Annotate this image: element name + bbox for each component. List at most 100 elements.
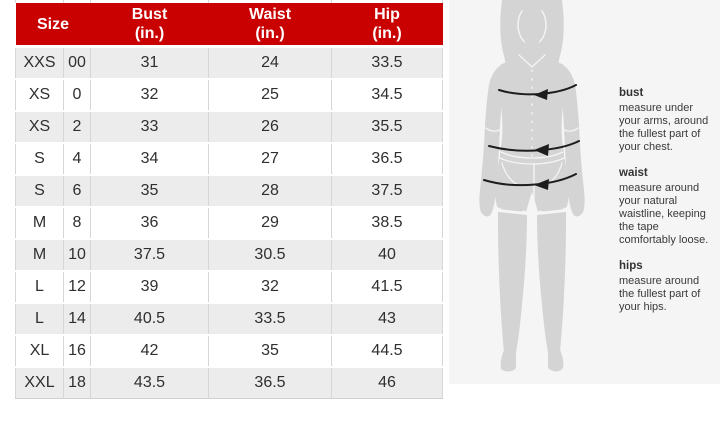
size-number: 00	[63, 46, 91, 80]
sliver-cell	[208, 0, 332, 3]
hip-value: 44.5	[331, 335, 443, 368]
col-header-waist: Waist (in.)	[208, 3, 332, 48]
table-row: XXS 00 31 24 33.5	[15, 46, 443, 80]
waist-value: 27	[208, 143, 332, 176]
hip-value: 36.5	[331, 143, 443, 176]
col-header-hip: Hip (in.)	[331, 3, 443, 48]
bust-value: 42	[90, 335, 209, 368]
guide-section-hips: hips measure around the fullest part of …	[619, 260, 713, 314]
bust-value: 33	[90, 111, 209, 144]
right-arm-shape	[560, 63, 585, 217]
waist-value: 29	[208, 207, 332, 240]
bust-header-unit: (in.)	[134, 25, 165, 42]
size-number: 12	[63, 271, 91, 304]
size-number: 0	[63, 79, 91, 112]
measurement-instructions: bust measure under your arms, around the…	[619, 87, 713, 327]
bust-value: 35	[90, 175, 209, 208]
size-label: M	[15, 239, 64, 272]
left-leg-shape	[498, 212, 527, 352]
size-number: 18	[63, 367, 91, 399]
waistband-line	[499, 157, 565, 165]
hip-value: 38.5	[331, 207, 443, 240]
guide-title-bust: bust	[619, 87, 644, 99]
silhouette-svg	[479, 0, 585, 372]
waist-header-label: Waist	[248, 6, 292, 23]
sliver-cell	[15, 0, 64, 3]
left-shorts-hem-line	[497, 207, 526, 214]
table-row: L 12 39 32 41.5	[15, 271, 443, 304]
bust-header-label: Bust	[131, 6, 168, 23]
waist-arrow-icon	[488, 140, 580, 156]
right-leg-shape	[537, 212, 566, 352]
guide-section-waist: waist measure around your natural waistl…	[619, 167, 713, 247]
left-foot-shape	[500, 350, 516, 372]
waist-value: 35	[208, 335, 332, 368]
shirt-hem-line	[500, 151, 564, 159]
guide-title-waist: waist	[619, 167, 648, 179]
hip-arrow-icon	[483, 173, 577, 190]
size-label: XS	[15, 79, 64, 112]
right-foot-shape	[548, 350, 564, 372]
sliver-cell	[331, 0, 443, 3]
table-row: M 8 36 29 38.5	[15, 207, 443, 240]
bust-value: 40.5	[90, 303, 209, 336]
bust-value: 31	[90, 46, 209, 80]
table-row: S 6 35 28 37.5	[15, 175, 443, 208]
waist-value: 33.5	[208, 303, 332, 336]
waist-value: 24	[208, 46, 332, 80]
size-chart-table: Size Bust (in.) Waist (in.) Hip (in.) XX…	[15, 0, 443, 399]
size-number: 6	[63, 175, 91, 208]
size-number: 14	[63, 303, 91, 336]
neck-shape	[525, 38, 539, 58]
hip-value: 41.5	[331, 271, 443, 304]
size-label: S	[15, 143, 64, 176]
hip-header-unit: (in.)	[372, 25, 402, 42]
waist-value: 28	[208, 175, 332, 208]
collar-line	[518, 54, 546, 68]
torso-shape	[498, 54, 566, 164]
guide-title-hips: hips	[619, 260, 643, 272]
size-label: XXS	[15, 46, 64, 80]
size-number: 8	[63, 207, 91, 240]
hip-value: 43	[331, 303, 443, 336]
right-shorts-hem-line	[538, 207, 567, 214]
size-label: S	[15, 175, 64, 208]
bust-arrow-icon	[498, 84, 577, 100]
left-sleeve-hem-line	[485, 127, 502, 132]
waist-value: 26	[208, 111, 332, 144]
bust-value: 43.5	[90, 367, 209, 399]
right-sleeve-hem-line	[562, 127, 579, 132]
measurement-guide-panel: bust measure under your arms, around the…	[449, 0, 720, 384]
bust-value: 32	[90, 79, 209, 112]
left-pocket-line	[501, 162, 519, 186]
size-header-label: Size	[36, 15, 69, 33]
table-top-sliver	[15, 0, 443, 3]
table-row: XXL 18 43.5 36.5 46	[15, 367, 443, 399]
bust-value: 37.5	[90, 239, 209, 272]
hip-value: 34.5	[331, 79, 443, 112]
woman-silhouette-figure	[455, 0, 605, 384]
size-label: L	[15, 303, 64, 336]
waist-value: 36.5	[208, 367, 332, 399]
table-row: XS 2 33 26 35.5	[15, 111, 443, 144]
hip-value: 40	[331, 239, 443, 272]
guide-body-bust: measure under your arms, around the full…	[619, 102, 709, 153]
left-arm-shape	[479, 63, 504, 217]
hip-value: 33.5	[331, 46, 443, 80]
bust-value: 36	[90, 207, 209, 240]
guide-body-hips: measure around the fullest part of your …	[619, 275, 701, 313]
sliver-cell	[90, 0, 209, 3]
size-label: L	[15, 271, 64, 304]
table-row: M 10 37.5 30.5 40	[15, 239, 443, 272]
size-label: XL	[15, 335, 64, 368]
size-number: 4	[63, 143, 91, 176]
hip-value: 46	[331, 367, 443, 399]
hip-header-label: Hip	[374, 6, 400, 23]
table-row: XS 0 32 25 34.5	[15, 79, 443, 112]
table-row: L 14 40.5 33.5 43	[15, 303, 443, 336]
hip-value: 35.5	[331, 111, 443, 144]
waist-value: 32	[208, 271, 332, 304]
col-header-bust: Bust (in.)	[90, 3, 209, 48]
col-header-size: Size	[15, 3, 91, 48]
